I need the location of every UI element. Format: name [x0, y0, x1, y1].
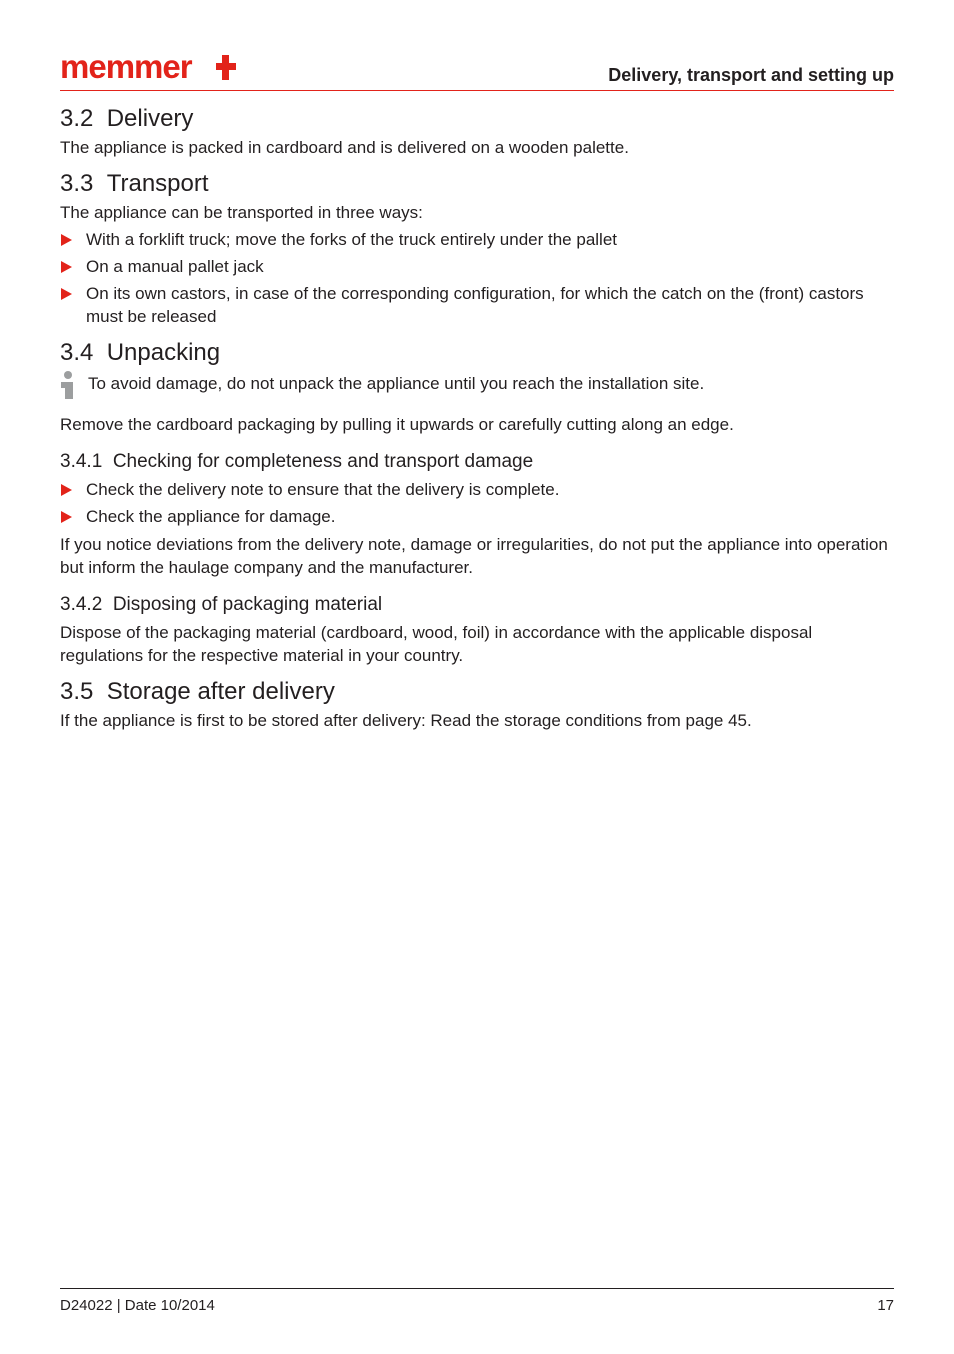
svg-text:memmer: memmer: [60, 48, 193, 85]
info-icon: [60, 371, 88, 404]
footer-left: D24022 | Date 10/2014: [60, 1297, 215, 1314]
list-item-text: With a forklift truck; move the forks of…: [86, 230, 617, 249]
heading-3-3: 3.3 Transport: [60, 170, 894, 198]
bullet-list: With a forklift truck; move the forks of…: [60, 229, 894, 329]
page-footer: D24022 | Date 10/2014 17: [60, 1288, 894, 1314]
paragraph: If you notice deviations from the delive…: [60, 534, 894, 580]
heading-text: Unpacking: [107, 339, 220, 366]
info-note-text: To avoid damage, do not unpack the appli…: [88, 373, 894, 396]
heading-text: Disposing of packaging material: [113, 594, 382, 615]
footer-page-number: 17: [877, 1297, 894, 1314]
heading-number: 3.5: [60, 678, 93, 705]
arrow-icon: [60, 285, 74, 308]
list-item: On a manual pallet jack: [60, 256, 894, 279]
list-item-text: Check the appliance for damage.: [86, 507, 336, 526]
paragraph: Dispose of the packaging material (cardb…: [60, 622, 894, 668]
list-item-text: Check the delivery note to ensure that t…: [86, 480, 559, 499]
arrow-icon: [60, 231, 74, 254]
info-note: To avoid damage, do not unpack the appli…: [60, 373, 894, 404]
heading-text: Checking for completeness and transport …: [113, 451, 533, 472]
paragraph: The appliance can be transported in thre…: [60, 202, 894, 225]
header-section-title: Delivery, transport and setting up: [608, 65, 894, 86]
list-item: With a forklift truck; move the forks of…: [60, 229, 894, 252]
page-header: memmer Delivery, transport and setting u…: [60, 48, 894, 91]
arrow-icon: [60, 258, 74, 281]
heading-number: 3.4.2: [60, 594, 102, 615]
list-item: On its own castors, in case of the corre…: [60, 283, 894, 329]
list-item: Check the delivery note to ensure that t…: [60, 479, 894, 502]
list-item-text: On a manual pallet jack: [86, 257, 264, 276]
heading-text: Storage after delivery: [107, 678, 335, 705]
heading-3-4-1: 3.4.1 Checking for completeness and tran…: [60, 451, 894, 473]
paragraph: Remove the cardboard packaging by pullin…: [60, 414, 894, 437]
arrow-icon: [60, 481, 74, 504]
heading-3-4-2: 3.4.2 Disposing of packaging material: [60, 594, 894, 616]
heading-text: Delivery: [107, 105, 194, 132]
bullet-list: Check the delivery note to ensure that t…: [60, 479, 894, 529]
heading-number: 3.4.1: [60, 451, 102, 472]
arrow-icon: [60, 508, 74, 531]
heading-text: Transport: [107, 170, 209, 197]
brand-logo: memmer: [60, 48, 250, 86]
heading-number: 3.3: [60, 170, 93, 197]
heading-number: 3.4: [60, 339, 93, 366]
heading-number: 3.2: [60, 105, 93, 132]
paragraph: The appliance is packed in cardboard and…: [60, 137, 894, 160]
list-item: Check the appliance for damage.: [60, 506, 894, 529]
heading-3-4: 3.4 Unpacking: [60, 339, 894, 367]
heading-3-2: 3.2 Delivery: [60, 105, 894, 133]
paragraph: If the appliance is first to be stored a…: [60, 710, 894, 733]
list-item-text: On its own castors, in case of the corre…: [86, 284, 864, 326]
heading-3-5: 3.5 Storage after delivery: [60, 678, 894, 706]
